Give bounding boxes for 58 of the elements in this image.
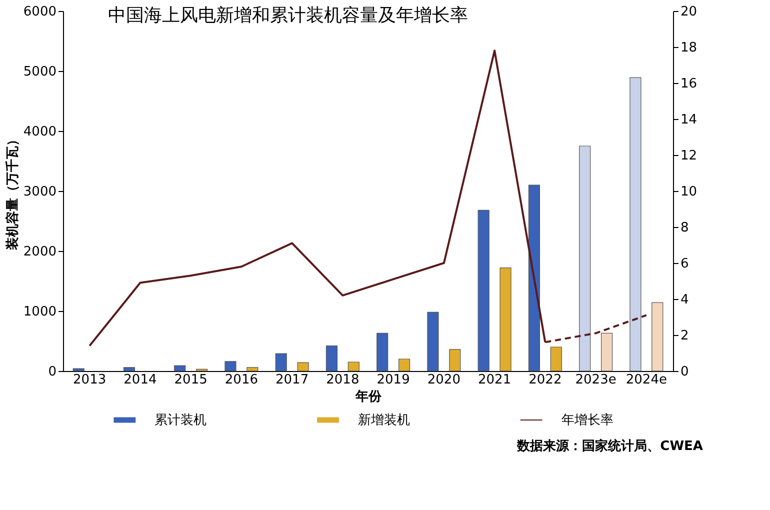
- bar: [326, 346, 338, 372]
- x-tick-label: 2014: [124, 372, 157, 388]
- x-tick-label: 2019: [376, 372, 410, 388]
- y2-tick-label: 20: [680, 4, 698, 20]
- y2-tick-label: 16: [680, 76, 698, 92]
- bar: [376, 332, 388, 372]
- bar: [600, 332, 613, 372]
- y2-tick-label: 14: [680, 112, 698, 128]
- y-tick-label: 4000: [23, 124, 56, 140]
- x-tick-label: 2017: [276, 372, 309, 388]
- bar: [449, 349, 461, 372]
- legend-label: 年增长率: [561, 412, 614, 428]
- bar: [630, 77, 642, 372]
- y2-tick-label: 0: [680, 364, 689, 380]
- bar: [478, 210, 490, 372]
- bar: [652, 302, 664, 372]
- y2-tick-label: 18: [680, 40, 698, 56]
- x-tick-label: 2021: [478, 372, 512, 388]
- x-tick-label: 2020: [427, 372, 460, 388]
- bar: [246, 367, 258, 372]
- x-tick-label: 2015: [174, 372, 208, 388]
- y-tick-label: 2000: [23, 244, 56, 260]
- y-tick-label: 0: [48, 364, 56, 380]
- x-tick-label: 2018: [326, 372, 360, 388]
- source-note: 数据来源：国家统计局、CWEA: [516, 438, 703, 454]
- bar: [72, 368, 84, 372]
- bar: [579, 146, 591, 372]
- y-tick-label: 5000: [23, 64, 56, 80]
- bar: [398, 358, 410, 372]
- legend-label: 累计装机: [154, 413, 207, 428]
- bar: [275, 353, 287, 372]
- y2-tick-label: 12: [680, 148, 698, 164]
- y-tick-label: 3000: [23, 184, 56, 200]
- y-axis-title: 装机容量（万千瓦）: [4, 133, 20, 251]
- y2-tick-label: 6: [680, 256, 689, 272]
- y2-tick-label: 2: [680, 328, 689, 344]
- x-tick-label: 2016: [224, 372, 258, 388]
- x-tick-label: 2024e: [626, 372, 667, 388]
- bar: [500, 268, 512, 372]
- x-tick-label: 2013: [73, 372, 106, 388]
- y-tick-label: 1000: [23, 304, 56, 320]
- y2-tick-label: 8: [680, 220, 689, 236]
- y2-tick-label: 10: [680, 184, 698, 200]
- bar: [123, 367, 136, 372]
- x-tick-label: 2022: [528, 372, 562, 388]
- bar: [224, 361, 236, 372]
- bar: [174, 365, 186, 372]
- bar: [528, 184, 540, 372]
- chart-title: 中国海上风电新增和累计装机容量及年增长率: [108, 5, 468, 26]
- bar: [297, 362, 309, 372]
- bar: [550, 346, 562, 372]
- x-tick-label: 2023e: [575, 372, 616, 388]
- y2-tick-label: 4: [680, 292, 689, 308]
- y-tick-label: 6000: [23, 4, 56, 20]
- bar: [348, 362, 360, 372]
- x-axis-title: 年份: [354, 390, 382, 404]
- legend-label: 新增装机: [358, 413, 410, 428]
- bar: [427, 312, 439, 372]
